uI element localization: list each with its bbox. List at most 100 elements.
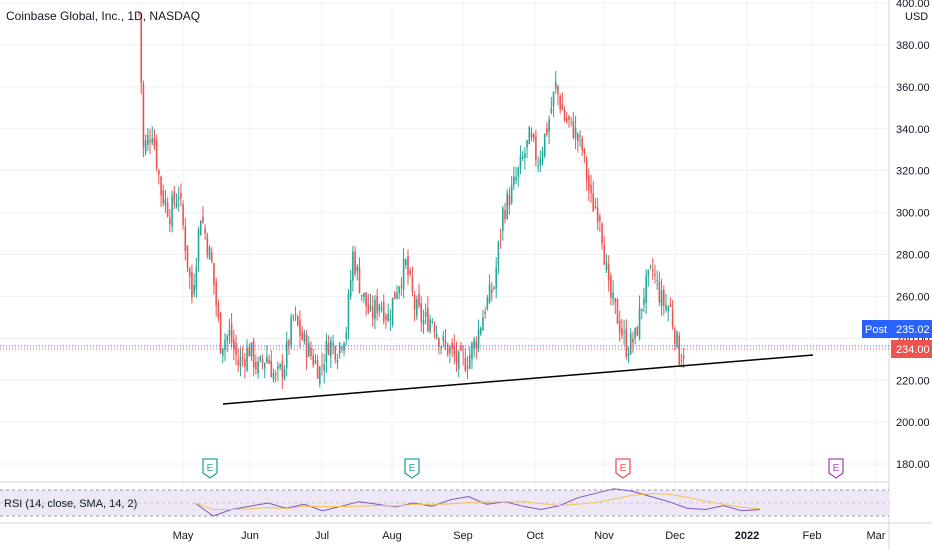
candle-body: [482, 317, 484, 331]
post-badge-label-bg: [862, 320, 891, 338]
candle-body: [323, 364, 326, 371]
x-tick-label: Nov: [594, 530, 614, 542]
candle-body: [585, 159, 588, 180]
candle-body: [610, 275, 612, 298]
candle-body: [303, 332, 306, 342]
candle-body: [349, 279, 352, 297]
candle-body: [140, 13, 143, 84]
earnings-marker-label: E: [409, 463, 416, 474]
y-tick-label: 200.00: [896, 417, 930, 429]
candle-body: [541, 151, 544, 163]
candle-body: [210, 252, 213, 262]
candle-body: [528, 127, 531, 145]
y-tick-label: 300.00: [896, 208, 930, 220]
candle-body: [554, 82, 557, 90]
chart-title: Coinbase Global, Inc., 1D, NASDAQ: [6, 9, 201, 23]
candle-body: [660, 290, 663, 307]
candle-body: [327, 342, 330, 355]
candle-body: [233, 339, 235, 349]
candle-body: [477, 329, 480, 348]
candle-body: [288, 340, 290, 347]
candle-body: [169, 217, 171, 224]
candle-body: [409, 270, 412, 275]
candle-body: [158, 170, 160, 175]
candle-body: [424, 312, 427, 317]
candle-body: [195, 266, 198, 290]
candle-body: [341, 347, 343, 349]
candle-body: [539, 158, 542, 166]
rsi-label: RSI (14, close, SMA, 14, 2): [4, 498, 137, 510]
post-price-badge-bg: [891, 320, 932, 338]
candle-body: [239, 356, 242, 367]
candle-body: [418, 293, 420, 306]
candle-body: [495, 267, 498, 289]
candle-body: [508, 195, 511, 206]
x-tick-label: 2022: [735, 530, 759, 542]
support-trendline: [222, 354, 814, 405]
candle-body: [193, 284, 195, 294]
post-price-badge: 235.02: [896, 324, 930, 336]
candle-body: [420, 303, 423, 322]
candle-body: [592, 193, 595, 212]
candle-body: [281, 361, 284, 377]
y-tick-label: 260.00: [896, 291, 930, 303]
candle-body: [433, 325, 436, 333]
candle-body: [435, 333, 438, 338]
candle-body: [603, 245, 606, 265]
candle-body: [588, 175, 590, 190]
candle-body: [563, 109, 566, 121]
candle-body: [479, 327, 482, 334]
candle-body: [499, 236, 502, 238]
candle-body: [230, 324, 233, 343]
candle-body: [376, 296, 378, 314]
candle-body: [451, 342, 453, 349]
candle-body: [316, 360, 319, 379]
candle-body: [389, 318, 392, 321]
candle-body: [515, 177, 517, 181]
candle-body: [294, 312, 297, 315]
candle-body: [358, 266, 361, 293]
candle-body: [629, 332, 632, 354]
candle-body: [270, 360, 273, 378]
candle-body: [385, 315, 387, 320]
candle-body: [623, 331, 625, 333]
last-price-badge: 234.00: [896, 344, 930, 356]
candle-body: [583, 149, 586, 154]
candle-body: [676, 331, 678, 347]
candle-body: [662, 289, 665, 306]
x-tick-label: Jul: [315, 530, 329, 542]
candle-body: [647, 269, 650, 276]
candle-body: [570, 117, 572, 119]
candle-body: [199, 220, 202, 236]
x-tick-label: Dec: [665, 530, 685, 542]
candle-body: [572, 120, 575, 138]
candle-body: [438, 338, 440, 348]
x-tick-label: Mar: [867, 530, 886, 542]
candle-body: [268, 359, 270, 364]
candle-body: [144, 140, 147, 153]
candle-body: [671, 310, 674, 327]
candle-body: [561, 104, 564, 111]
candle-body: [263, 363, 266, 369]
candle-body: [292, 315, 295, 317]
candle-body: [371, 307, 374, 319]
x-tick-label: Sep: [453, 530, 473, 542]
candle-body: [237, 360, 240, 365]
candle-body: [607, 264, 610, 281]
candle-body: [665, 304, 667, 310]
candle-body: [416, 299, 418, 316]
candle-body: [250, 342, 253, 357]
x-tick-label: Jun: [241, 530, 259, 542]
candle-body: [519, 155, 522, 169]
candle-body: [224, 339, 226, 350]
candle-body: [471, 342, 473, 360]
candle-body: [153, 137, 156, 147]
candle-body: [625, 328, 628, 358]
candle-body: [643, 297, 645, 306]
candle-body: [204, 227, 206, 234]
earnings-marker-icon: [615, 458, 631, 479]
candle-body: [682, 355, 685, 359]
candle-body: [484, 311, 486, 314]
